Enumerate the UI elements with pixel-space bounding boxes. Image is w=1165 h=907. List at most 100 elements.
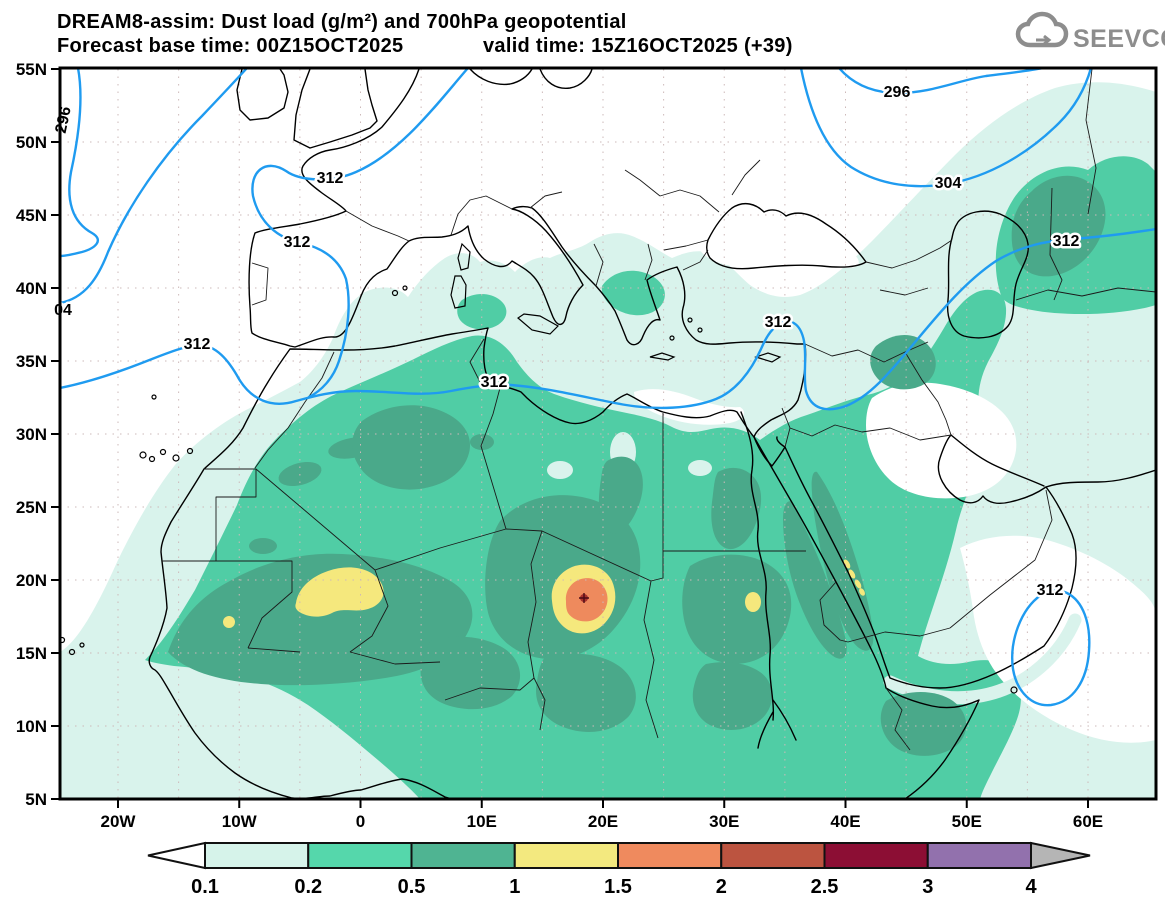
valid-time: valid time: 15Z16OCT2025 (+39) <box>483 35 793 57</box>
island-aegean <box>697 327 703 333</box>
lat-tick-label: 25N <box>16 498 47 517</box>
island-sicily <box>517 313 559 335</box>
border-libya-egypt-sudan-chad <box>444 413 806 739</box>
island-madeira <box>151 394 157 400</box>
lon-tick-label: 20E <box>588 812 618 831</box>
contour-296-west <box>60 68 99 258</box>
contour-304-east <box>799 68 1093 188</box>
colorbar-cell <box>204 842 310 869</box>
dust-area-05 <box>168 175 1106 756</box>
arrow-icon <box>1036 34 1052 46</box>
lat-tick-label: 55N <box>16 60 47 79</box>
lon-tick-label: 0 <box>356 812 365 831</box>
dust-05-nigeria <box>420 636 521 710</box>
border-europe <box>251 159 761 306</box>
island-canary <box>139 451 147 459</box>
lat-tick-label: 30N <box>16 425 47 444</box>
country-borders <box>162 68 1156 751</box>
colorbar-label: 0.5 <box>398 876 426 898</box>
lon-tick-label: 40E <box>830 812 860 831</box>
island-balearic <box>402 285 408 291</box>
contour-label-304-east: 304 <box>935 175 962 192</box>
lon-tick-label: 50E <box>952 812 982 831</box>
dust-fill-layers <box>60 82 1156 799</box>
border-sahel <box>216 560 441 665</box>
contour-label-312-levant: 312 <box>765 314 792 331</box>
dust-05-ne-libya <box>598 456 643 534</box>
dust-05-spot <box>470 434 494 450</box>
dust-hole <box>547 461 573 479</box>
colorbar-cell <box>410 842 516 869</box>
island-canary <box>172 454 180 462</box>
colorbar-label: 1 <box>509 876 520 898</box>
dust-05-sudan-south <box>692 662 773 730</box>
contour-296-north <box>837 68 1045 95</box>
dust-hole <box>688 460 712 476</box>
island-balearic <box>391 289 399 297</box>
colorbar-legend: 0.1 0.2 0.5 1 1.5 2 2.5 3 4 <box>147 841 1091 898</box>
contour-label-312-caspian: 312 <box>1053 233 1080 250</box>
lon-tick-label: 60E <box>1073 812 1103 831</box>
lat-tick-label: 40N <box>16 279 47 298</box>
lon-tick-label: 30E <box>709 812 739 831</box>
coastline-ireland <box>236 68 289 121</box>
contour-label-312-arabian-sea: 312 <box>1037 582 1064 599</box>
island-canary <box>186 447 194 455</box>
island-cape-verde <box>60 636 66 644</box>
lon-tick-label: 10W <box>222 812 258 831</box>
coastline-persian-gulf-iran <box>950 434 1156 488</box>
contour-312-arabian-sea-loop <box>1011 589 1091 707</box>
colorbar-label: 4 <box>1025 876 1037 898</box>
contour-label-296-west: 296 <box>53 105 75 135</box>
geopotential-contours <box>60 68 1156 707</box>
colorbar-above-arrow <box>1030 841 1091 870</box>
colorbar-label: 2 <box>716 876 727 898</box>
dust-1-redsea-speck <box>859 588 865 596</box>
lat-tick-label: 5N <box>25 790 47 809</box>
dust-05-algeria <box>352 405 471 490</box>
colorbar-cell <box>926 842 1032 869</box>
dust-1-redsea-speck <box>854 579 862 589</box>
coastline-redsea-africa-somalia <box>753 436 980 799</box>
border-northwest-africa <box>162 338 507 571</box>
dust-05-sudan <box>682 554 792 664</box>
colorbar-cell <box>513 842 619 869</box>
islands <box>60 242 1018 694</box>
lon-tick-label: 10E <box>467 812 497 831</box>
coastline-arabia <box>784 434 1077 689</box>
axes: 55N 50N 45N 40N 35N 30N 25N 20N 15N 10N 5N 20W 10W 0 1… <box>16 60 1103 831</box>
island-aegean <box>687 317 693 323</box>
island-cape-verde <box>79 642 85 648</box>
island-corsica <box>457 242 471 271</box>
lat-tick-label: 50N <box>16 133 47 152</box>
river-nile <box>740 411 797 749</box>
coastline-north-sea-baltic <box>469 68 593 89</box>
dust-05-spot <box>249 538 277 554</box>
contour-label-312-france: 312 <box>317 170 344 187</box>
colorbar-label: 2.5 <box>811 876 839 898</box>
colorbar-label: 3 <box>922 876 933 898</box>
dust-1-redsea-speck <box>843 559 851 569</box>
dust-05-caspian <box>1011 175 1106 277</box>
island-crete <box>649 352 676 361</box>
contour-312-main <box>60 227 1156 411</box>
clear-black-sea <box>699 203 859 268</box>
coastline-britain <box>293 68 378 149</box>
dust-05-redsea-west <box>783 501 847 659</box>
colorbar-cell <box>617 842 723 869</box>
lat-tick-label: 20N <box>16 571 47 590</box>
colorbar-below-arrow <box>147 841 206 870</box>
border-arabia-south <box>819 489 1053 751</box>
logo-text: SEEVCCC <box>1073 25 1165 53</box>
lat-tick-label: 35N <box>16 352 47 371</box>
contour-label-304-west: 04 <box>54 302 72 319</box>
contour-312-france-spain <box>251 68 470 399</box>
colorbar-cell <box>307 842 413 869</box>
dust-05-sahel <box>168 553 473 686</box>
graticule <box>60 69 1156 799</box>
colorbar-cell <box>823 842 929 869</box>
contour-label-312-spain: 312 <box>284 234 311 251</box>
island-socotra <box>1010 686 1018 694</box>
